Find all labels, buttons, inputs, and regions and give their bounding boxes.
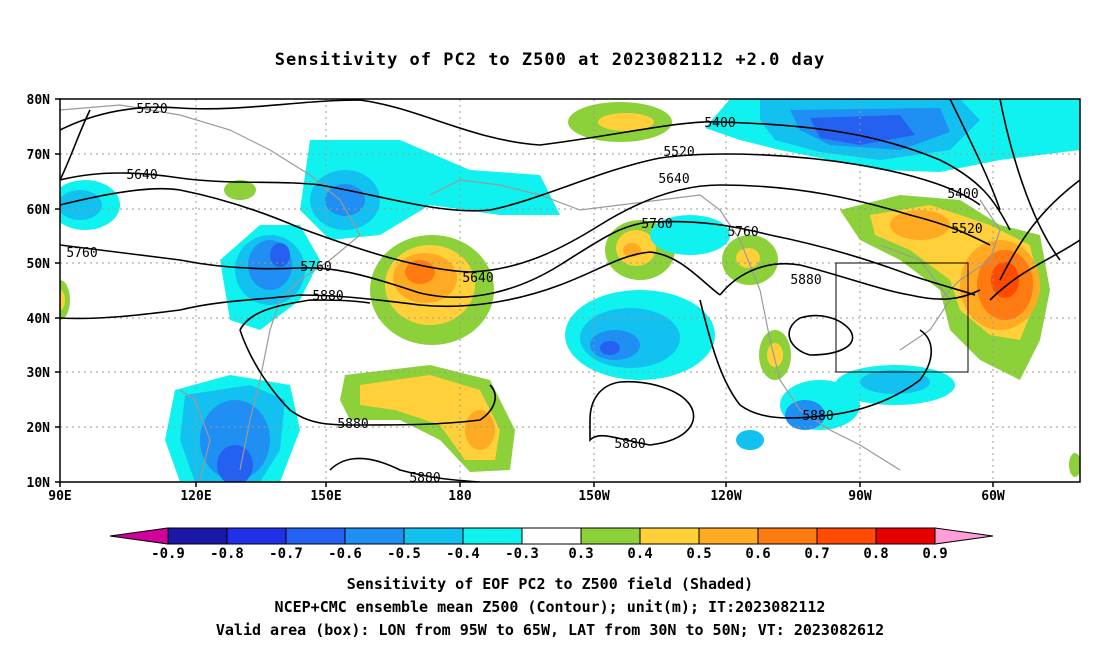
colorbar-label: -0.4 (446, 546, 480, 562)
colorbar (109, 527, 994, 545)
contour-label: 5880 (337, 417, 368, 432)
lon-label: 150W (578, 489, 609, 504)
lon-label: 120W (710, 489, 741, 504)
contour-label: 5760 (66, 246, 97, 261)
contour-label: 5400 (704, 116, 735, 131)
lon-label: 120E (180, 489, 211, 504)
contour-label: 5880 (802, 409, 833, 424)
colorbar-label: 0.5 (686, 546, 712, 562)
shading-layer (60, 99, 1080, 482)
z500-contours (60, 99, 1080, 482)
longitude-labels: 90E 120E 150E 180 150W 120W 90W 60W (48, 489, 1005, 504)
colorbar-swatch (403, 527, 464, 545)
colorbar-swatch (875, 527, 936, 545)
colorbar-label: -0.6 (328, 546, 362, 562)
contour-label: 5520 (951, 222, 982, 237)
colorbar-swatch (462, 527, 523, 545)
contour-label: 5640 (462, 271, 493, 286)
caption-line-1: Sensitivity of EOF PC2 to Z500 field (Sh… (346, 575, 754, 593)
latitude-labels: 80N 70N 60N 50N 40N 30N 20N 10N (27, 93, 51, 491)
contour-label: 5520 (136, 102, 167, 117)
colorbar-label: -0.8 (210, 546, 244, 562)
colorbar-swatch (521, 527, 582, 545)
contour-label: 5640 (658, 172, 689, 187)
lat-label: 70N (27, 148, 51, 163)
contour-label: 5880 (409, 471, 440, 486)
lat-label: 80N (27, 93, 51, 108)
colorbar-high-triangle (934, 527, 994, 545)
contour-label: 5640 (126, 168, 157, 183)
contour-label: 5760 (641, 217, 672, 232)
lat-label: 50N (27, 257, 51, 272)
contour-label: 5880 (790, 273, 821, 288)
map-title: Sensitivity of PC2 to Z500 at 2023082112… (274, 50, 826, 70)
colorbar-label: 0.4 (627, 546, 653, 562)
colorbar-label: -0.3 (505, 546, 539, 562)
contour-label: 5400 (947, 187, 978, 202)
contour-label: 5760 (727, 225, 758, 240)
colorbar-swatch (757, 527, 818, 545)
lat-label: 20N (27, 421, 51, 436)
lat-label: 40N (27, 312, 51, 327)
axis-ticks (55, 98, 994, 487)
colorbar-swatch (639, 527, 700, 545)
lat-label: 10N (27, 476, 51, 491)
lon-label: 180 (448, 489, 472, 504)
grid-lines (60, 99, 1080, 482)
colorbar-label: -0.5 (387, 546, 421, 562)
colorbar-swatch (344, 527, 405, 545)
contour-label: 5880 (312, 289, 343, 304)
caption-line-2: NCEP+CMC ensemble mean Z500 (Contour); u… (274, 598, 826, 616)
contour-label: 5520 (663, 145, 694, 160)
contour-label: 5760 (300, 260, 331, 275)
colorbar-swatch (698, 527, 759, 545)
lat-label: 60N (27, 203, 51, 218)
colorbar-swatch (816, 527, 877, 545)
colorbar-swatch (285, 527, 346, 545)
colorbar-swatch (226, 527, 287, 545)
lat-label: 30N (27, 366, 51, 381)
colorbar-label: 0.8 (863, 546, 889, 562)
lon-label: 60W (981, 489, 1005, 504)
caption-line-3: Valid area (box): LON from 95W to 65W, L… (215, 621, 885, 639)
plot-frame (59, 98, 1081, 483)
colorbar-label: 0.7 (804, 546, 830, 562)
valid-area-box (835, 262, 969, 373)
colorbar-label: 0.6 (745, 546, 771, 562)
contour-labels: 5520 5400 5520 5640 5400 5640 5520 5760 … (66, 102, 982, 486)
colorbar-swatch (167, 527, 228, 545)
colorbar-swatch (580, 527, 641, 545)
lon-label: 90E (48, 489, 71, 504)
colorbar-label: -0.7 (269, 546, 303, 562)
colorbar-low-triangle (109, 527, 169, 545)
lon-label: 150E (310, 489, 341, 504)
colorbar-label: -0.9 (151, 546, 185, 562)
contour-label: 5880 (614, 437, 645, 452)
colorbar-label: 0.9 (922, 546, 948, 562)
lon-label: 90W (848, 489, 872, 504)
colorbar-label: 0.3 (568, 546, 594, 562)
